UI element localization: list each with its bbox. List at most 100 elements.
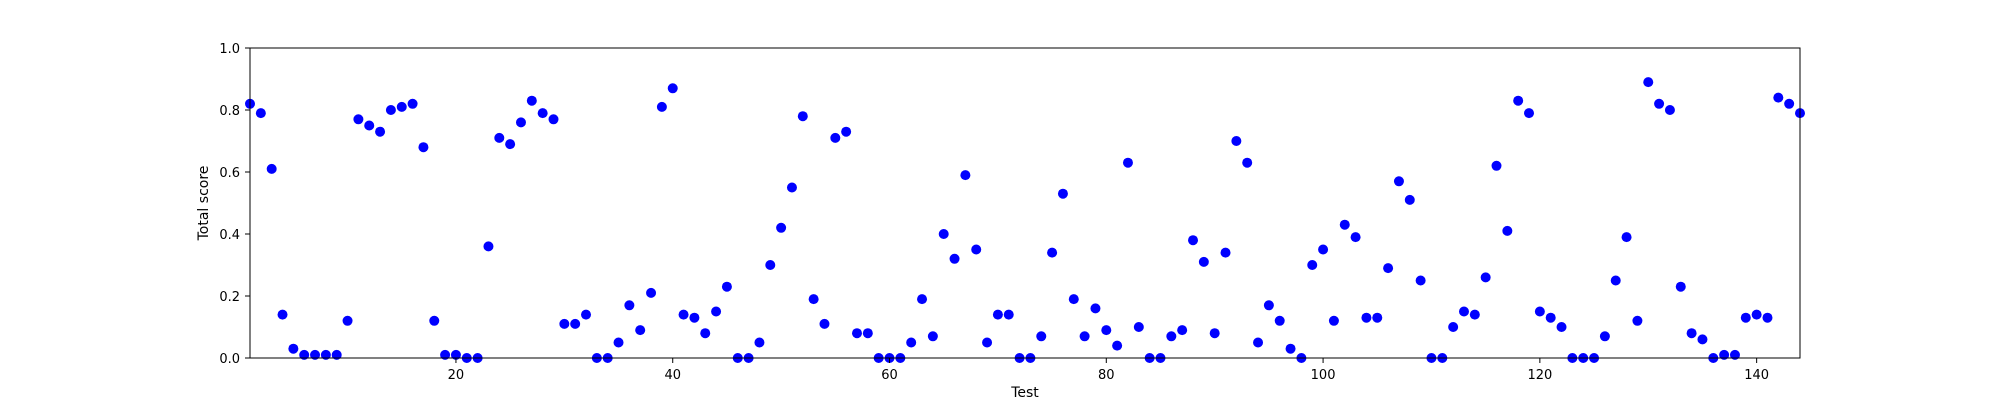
data-point <box>1762 312 1773 323</box>
data-point <box>494 132 505 143</box>
data-point <box>570 318 581 329</box>
data-point <box>581 309 592 320</box>
data-point <box>375 126 386 137</box>
data-point <box>776 222 787 233</box>
x-tick-label: 40 <box>664 368 681 383</box>
data-point <box>1372 312 1383 323</box>
data-point <box>1610 275 1621 286</box>
data-point <box>1524 108 1535 119</box>
data-point <box>1784 98 1795 109</box>
data-point <box>1534 306 1545 317</box>
data-point <box>982 337 993 348</box>
data-point <box>342 315 353 326</box>
y-tick-label: 0.8 <box>219 104 240 119</box>
data-point <box>1090 303 1101 314</box>
data-point <box>1101 325 1112 336</box>
x-tick-label: 80 <box>1098 368 1115 383</box>
data-point <box>418 142 429 153</box>
plot-frame <box>249 47 1801 359</box>
data-point <box>1209 328 1220 339</box>
y-tick-label: 0.6 <box>219 166 240 181</box>
data-point <box>1393 176 1404 187</box>
data-point <box>1740 312 1751 323</box>
data-point <box>1643 77 1654 88</box>
data-point <box>862 328 873 339</box>
data-point <box>1469 309 1480 320</box>
data-point <box>1773 92 1784 103</box>
data-point <box>353 114 364 125</box>
data-point <box>1274 315 1285 326</box>
data-point <box>613 337 624 348</box>
data-point <box>1188 235 1199 246</box>
data-point <box>429 315 440 326</box>
data-point <box>526 95 537 106</box>
data-point <box>1664 105 1675 115</box>
data-point <box>1448 322 1459 332</box>
data-point <box>1122 157 1133 168</box>
data-point <box>1253 337 1264 348</box>
data-point <box>1415 275 1426 286</box>
data-point <box>1719 349 1730 360</box>
data-point <box>1263 300 1274 311</box>
data-point <box>1686 328 1697 339</box>
data-point <box>646 287 657 298</box>
data-point <box>1112 340 1123 351</box>
data-point <box>808 294 819 305</box>
data-point <box>1339 219 1350 230</box>
data-point <box>288 343 299 354</box>
y-tick-label: 1.0 <box>219 42 240 57</box>
data-point <box>548 114 559 125</box>
data-point <box>1513 95 1524 106</box>
data-point <box>721 281 732 292</box>
y-tick-label: 0.0 <box>219 352 240 367</box>
data-point <box>667 83 678 94</box>
data-point <box>786 182 797 193</box>
data-point <box>700 328 711 339</box>
data-point <box>1621 232 1632 243</box>
data-point <box>1068 294 1079 305</box>
data-point <box>1404 194 1415 205</box>
data-point <box>266 163 277 174</box>
data-point <box>1307 260 1318 270</box>
data-point <box>1480 272 1491 283</box>
data-point <box>1057 188 1068 199</box>
data-point <box>765 260 776 270</box>
data-point <box>299 349 310 360</box>
data-point <box>364 120 375 131</box>
data-point <box>1177 325 1188 336</box>
data-point <box>656 101 667 112</box>
data-points <box>245 77 1805 363</box>
data-point <box>1079 331 1090 342</box>
y-tick-label: 0.4 <box>219 228 240 243</box>
data-point <box>949 253 960 264</box>
data-point <box>906 337 917 348</box>
data-point <box>255 108 266 119</box>
data-point <box>1729 349 1740 360</box>
data-point <box>559 318 570 329</box>
data-point <box>917 294 928 305</box>
data-point <box>992 309 1003 320</box>
data-point <box>1047 247 1058 258</box>
data-point <box>1751 309 1762 320</box>
x-tick-label: 60 <box>881 368 898 383</box>
data-point <box>396 101 407 112</box>
x-axis-ticks: 20 40 60 80 100 120 140 <box>448 358 1769 383</box>
data-point <box>678 309 689 320</box>
x-tick-label: 140 <box>1744 368 1769 383</box>
data-point <box>1242 157 1253 168</box>
data-point <box>1318 244 1329 255</box>
data-point <box>689 312 700 323</box>
data-point <box>841 126 852 137</box>
data-point <box>310 349 321 360</box>
data-point <box>819 318 830 329</box>
data-point <box>1458 306 1469 317</box>
data-point <box>1036 331 1047 342</box>
data-point <box>1675 281 1686 292</box>
data-point <box>927 331 938 342</box>
data-point <box>1220 247 1231 258</box>
data-point <box>1502 225 1513 236</box>
data-point <box>331 349 342 360</box>
data-point <box>505 139 516 150</box>
